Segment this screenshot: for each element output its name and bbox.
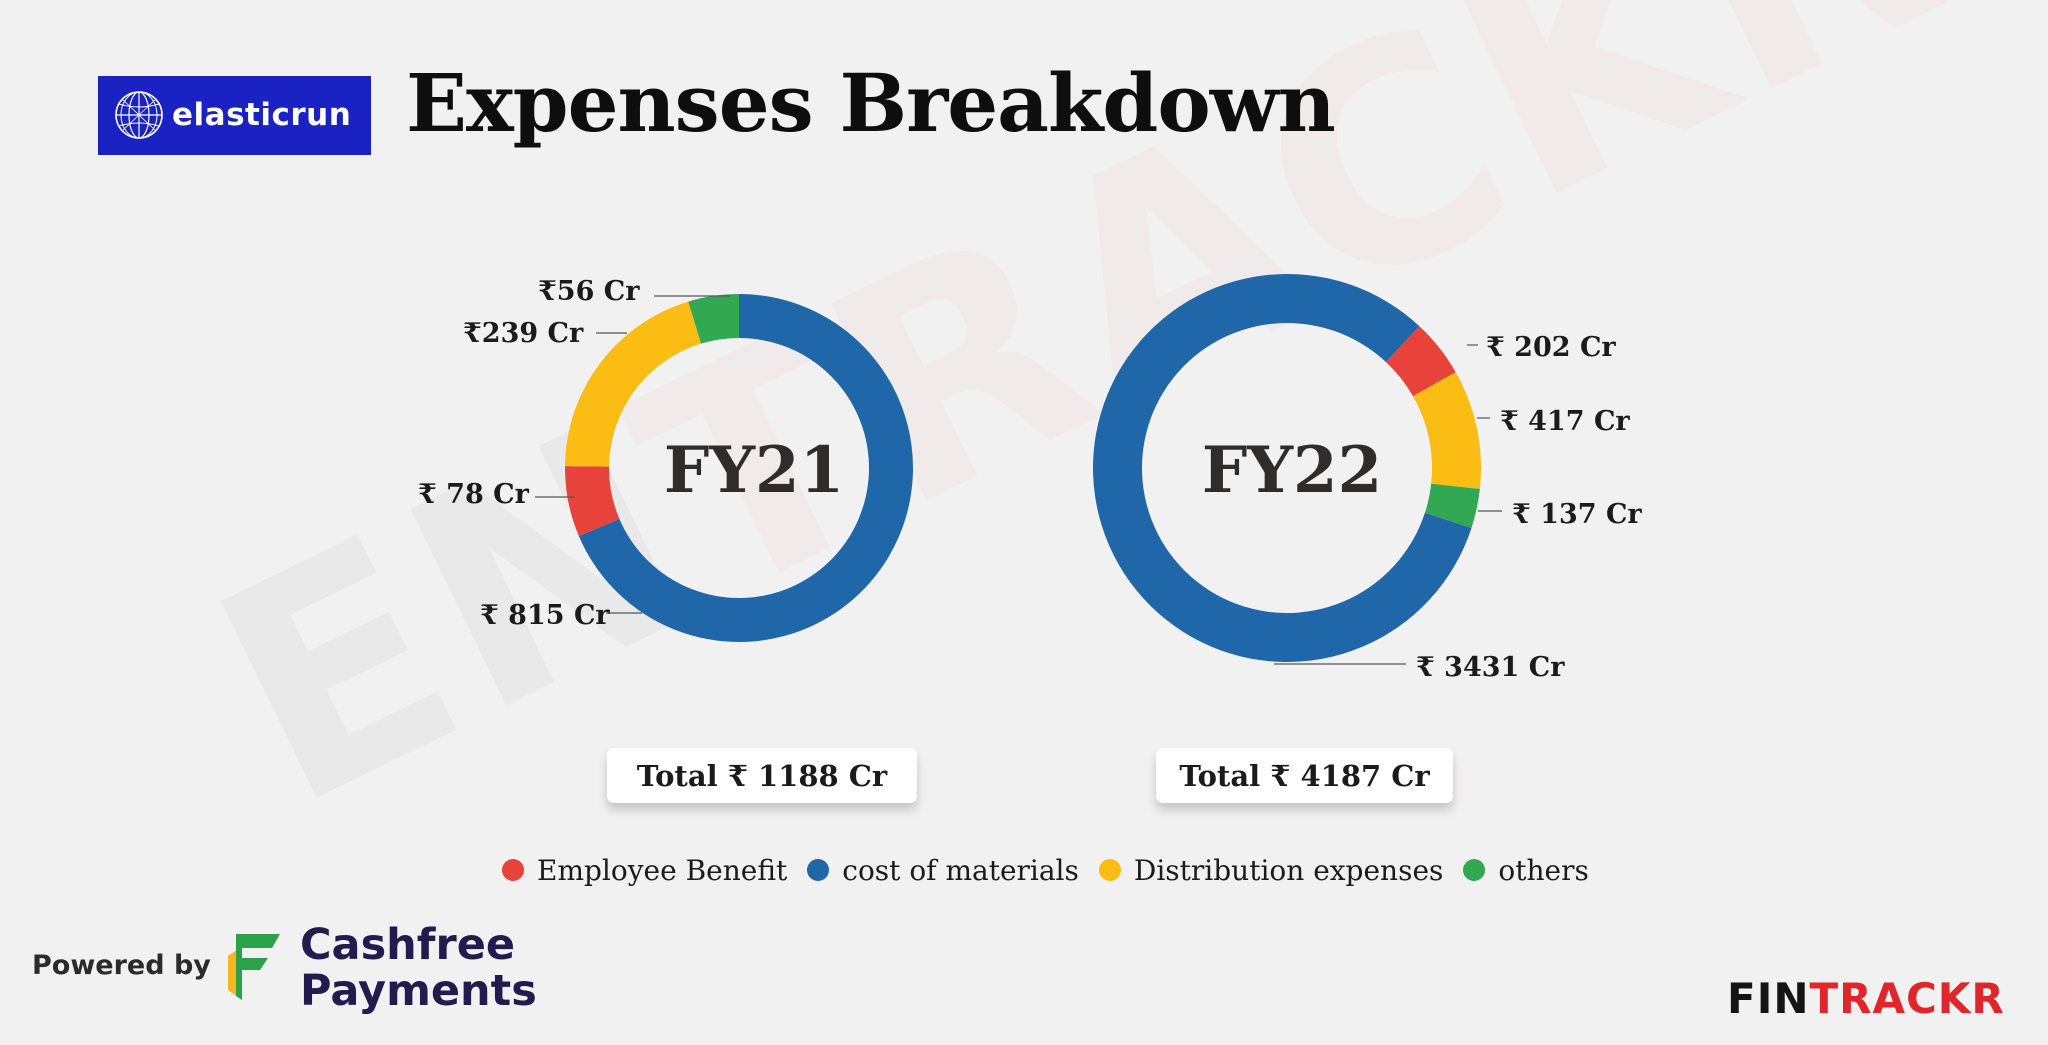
cashfree-line2: Payments bbox=[300, 966, 537, 1016]
legend-label: Distribution expenses bbox=[1133, 853, 1444, 887]
donut-slice-others bbox=[1424, 483, 1480, 528]
legend-item-distribution-expenses: Distribution expenses bbox=[1098, 853, 1444, 887]
donut-slice-distribution-expenses bbox=[565, 301, 702, 467]
fintrackr-fin: FIN bbox=[1727, 974, 1810, 1023]
brand-name: elasticrun bbox=[172, 97, 352, 133]
data-label: ₹ 815 Cr bbox=[480, 600, 610, 631]
legend-dot bbox=[1098, 859, 1121, 881]
legend-label: Employee Benefit bbox=[537, 853, 788, 887]
donut-center-label: FY21 bbox=[664, 433, 844, 508]
legend-label: cost of materials bbox=[842, 853, 1079, 887]
legend-dot bbox=[502, 859, 524, 881]
powered-by-label: Powered by bbox=[32, 950, 211, 981]
data-label: ₹ 78 Cr bbox=[418, 479, 530, 510]
legend-item-others: others bbox=[1463, 853, 1589, 887]
page-title: Expenses Breakdown bbox=[406, 56, 1336, 150]
cashfree-payments-wordmark: Cashfree Payments bbox=[300, 922, 537, 1014]
legend-item-employee-benefit: Employee Benefit bbox=[502, 854, 787, 887]
total-fy21: Total ₹ 1188 Cr bbox=[607, 748, 917, 803]
data-label: ₹ 3431 Cr bbox=[1416, 652, 1565, 683]
donut-slice-employee-benefit bbox=[1385, 326, 1456, 397]
chart-legend: Employee Benefit cost of materials Distr… bbox=[502, 848, 1609, 892]
cashfree-logo-icon bbox=[228, 934, 280, 1000]
data-label: ₹ 137 Cr bbox=[1512, 499, 1642, 530]
data-label: ₹ 417 Cr bbox=[1500, 406, 1630, 437]
data-label: ₹56 Cr bbox=[538, 276, 640, 307]
legend-item-cost-of-materials: cost of materials bbox=[807, 854, 1079, 887]
donut-fy22 bbox=[1092, 273, 1481, 662]
fintrackr-trackr: TRACKR bbox=[1809, 974, 2005, 1023]
donut-slice-employee-benefit bbox=[564, 466, 620, 537]
donut-center-label: FY22 bbox=[1202, 433, 1382, 508]
legend-dot bbox=[1463, 859, 1486, 881]
legend-label: others bbox=[1498, 853, 1589, 887]
elasticrun-logo: elasticrun bbox=[98, 76, 371, 155]
fintrackr-logo: FINTRACKR bbox=[1727, 974, 2005, 1023]
donut-fy21 bbox=[564, 294, 913, 642]
data-label: ₹239 Cr bbox=[463, 318, 584, 349]
legend-dot bbox=[807, 859, 830, 881]
donut-slice-distribution-expenses bbox=[1413, 372, 1481, 490]
data-label: ₹ 202 Cr bbox=[1486, 332, 1616, 363]
total-fy22: Total ₹ 4187 Cr bbox=[1156, 748, 1453, 803]
cashfree-line1: Cashfree bbox=[300, 920, 516, 970]
donut-slice-others bbox=[688, 294, 739, 344]
globe-icon bbox=[115, 91, 163, 139]
